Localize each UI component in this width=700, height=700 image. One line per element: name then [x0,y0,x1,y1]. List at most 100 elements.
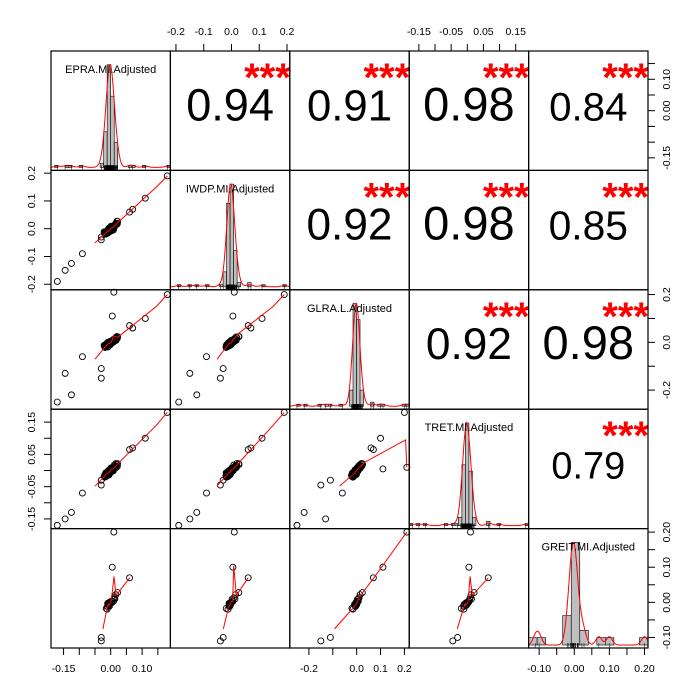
tick-label: 0.10 [661,69,673,90]
histogram-bar [222,271,227,288]
tick-label: 0.0 [26,221,38,236]
scatter-point [293,521,301,529]
smoother-line [334,531,408,630]
tick-label: 0.10 [661,557,673,578]
density-line [528,541,649,646]
panel-2-4: 0.98*** [527,289,649,410]
panel-1-1: IWDP.MI.Adjusted [169,169,291,291]
tick-label: 0.1 [373,663,388,675]
tick-label: -0.10 [527,663,551,675]
scatter-point [186,369,194,377]
correlation-value: 0.92 [426,320,512,369]
correlation-value: 0.92 [306,201,392,250]
panel-2-2: GLRA.L.Adjusted [289,289,410,410]
panel-0-1: 0.94*** [169,50,291,172]
tick-label: -0.10 [661,625,673,649]
panel-3-3: TRET.MI.Adjusted [408,408,530,530]
scatter-point [113,462,121,470]
panel-border [289,527,410,649]
histogram-bar [359,389,364,407]
scatter-point [112,464,120,471]
histogram-bar [99,162,104,168]
correlation-value: 0.79 [551,445,625,487]
scatter-point [175,398,183,406]
scatter-point [97,634,105,641]
tick-label: -0.2 [167,26,185,38]
scatter-point [193,391,201,399]
tick-label: 0.15 [505,26,526,38]
histogram-bar [233,250,238,288]
significance-stars: *** [483,295,530,339]
panel-1-3: 0.98*** [408,169,530,291]
scatter-point [110,288,118,296]
tick-label: 0.10 [599,663,620,675]
scatter-point [470,589,478,597]
scatter-point [354,595,362,603]
bottom-axis: -0.15 0.00 0.10 [52,647,159,675]
density-line [409,421,529,527]
smoother-line [94,412,168,487]
bottom-axis: -0.2 0.0 0.1 0.2 [300,647,412,675]
tick-label: 0.15 [26,412,38,433]
tick-label: -0.15 [52,663,76,675]
scatter-point [108,563,116,571]
tick-label: 0.05 [26,444,38,465]
scatter-point [203,353,210,361]
tick-label: -0.15 [407,26,431,38]
scatter-point [317,481,325,489]
right-axis: -0.2 0.0 0.2 [647,287,673,399]
smoother-line [216,412,285,487]
scatter-point [61,369,69,377]
smoother-line [102,576,130,630]
scatter-point [369,446,377,453]
histogram-bar [113,141,119,168]
scatter-point [129,444,137,452]
correlation-value: 0.94 [186,79,274,130]
scatter-point [141,194,149,202]
right-axis: -0.15 0.00 0.10 [647,63,673,170]
right-axis: -0.10 0.00 0.10 0.20 [647,522,673,649]
scatter-point [322,515,330,523]
scatter-point [141,434,149,442]
panel-4-3 [408,527,530,649]
scatter-point [369,574,377,582]
scatter-point [230,288,238,296]
panel-2-3: 0.92*** [408,289,530,410]
scatter-point [53,521,61,529]
panel-1-4: 0.85*** [527,169,649,291]
histogram-bar [570,542,581,646]
significance-stars: *** [602,175,649,219]
scatter-point [53,398,61,406]
tick-label: -0.2 [661,381,673,399]
panel-4-0 [50,527,172,649]
top-axis: -0.15 -0.05 0.05 0.15 [407,26,526,52]
tick-label: 0.0 [661,335,673,350]
tick-label: 0.2 [661,287,673,302]
tick-label: -0.1 [195,26,213,38]
scatter-point [379,563,387,571]
histogram-bar [562,615,572,646]
panel-border [289,408,410,530]
variable-label: GREIT.MI.Adjusted [542,542,636,554]
significance-stars: *** [602,414,649,458]
tick-label: -0.05 [439,26,463,38]
significance-stars: *** [363,56,410,100]
tick-label: 0.2 [26,166,38,181]
panel-0-0: EPRA.MI.Adjusted [50,50,172,172]
tick-label: 0.1 [252,26,267,38]
scatter-point [114,217,121,225]
scatter-point [78,353,86,361]
tick-label: 0.10 [132,663,153,675]
scatter-point [97,481,105,489]
scatter-point [229,563,237,571]
histogram-bar [110,95,115,168]
scatter-point [97,374,105,382]
scatter-point [258,434,266,442]
scatter-point [193,509,201,516]
scatter-point [232,333,240,341]
scatter-point [377,434,384,442]
scatter-point [67,391,75,399]
scatter-point [67,259,75,267]
scatter-point [61,515,69,523]
